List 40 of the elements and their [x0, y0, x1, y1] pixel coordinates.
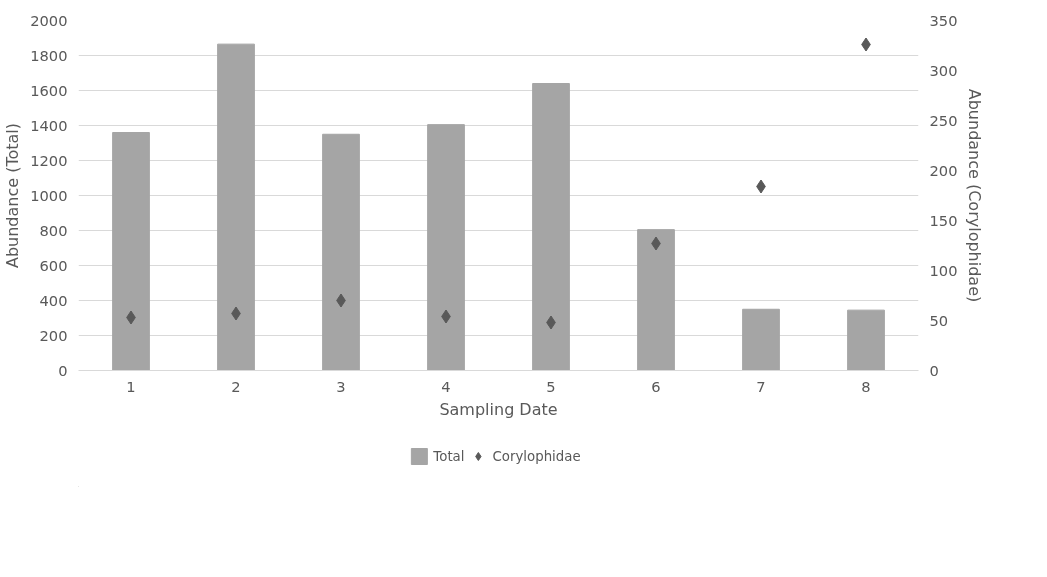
bar [112, 132, 150, 371]
x-tick-label: 1 [126, 377, 136, 395]
y-tick-label: 2000 [30, 11, 68, 29]
y-tick-label: 1600 [30, 81, 68, 99]
y2-tick-label: 350 [929, 11, 958, 29]
y2-tick-label: 200 [929, 161, 958, 179]
bar [427, 124, 465, 371]
y2-tick-label: 100 [929, 261, 958, 279]
x-tick-label: 4 [441, 377, 451, 395]
y-tick-label: 1000 [30, 186, 68, 204]
x-tick-label: 3 [336, 377, 346, 395]
bar [532, 83, 570, 371]
y2-axis-title: Abundance (Corylophidae) [965, 88, 985, 303]
y-tick-label: 1400 [30, 116, 68, 134]
y-tick-label: 0 [58, 361, 68, 379]
x-tick-label: 5 [546, 377, 556, 395]
y-axis-title: Abundance (Total) [3, 122, 23, 269]
bar [742, 308, 780, 371]
bar [637, 229, 675, 371]
legend-label: Corylophidae [492, 448, 581, 464]
y2-tick-label: 50 [929, 311, 949, 329]
y-tick-label: 1800 [30, 46, 68, 64]
y2-tick-label: 150 [929, 211, 958, 229]
x-tick-label: 6 [651, 377, 661, 395]
bar [847, 309, 885, 371]
y-tick-label: 200 [39, 326, 68, 344]
y-tick-label: 600 [39, 256, 68, 274]
x-tick-label: 7 [756, 377, 766, 395]
x-axis-title: Sampling Date [439, 399, 558, 419]
y2-tick-label: 300 [929, 61, 958, 79]
y2-tick-label: 0 [929, 361, 939, 379]
x-tick-label: 2 [231, 377, 241, 395]
x-tick-label: 8 [861, 377, 871, 395]
bar [217, 43, 255, 371]
y-tick-label: 800 [39, 221, 68, 239]
y-tick-label: 1200 [30, 151, 68, 169]
y-tick-label: 400 [39, 291, 68, 309]
legend-label: Total [433, 448, 465, 464]
y2-tick-label: 250 [929, 111, 958, 129]
bar [322, 133, 360, 371]
